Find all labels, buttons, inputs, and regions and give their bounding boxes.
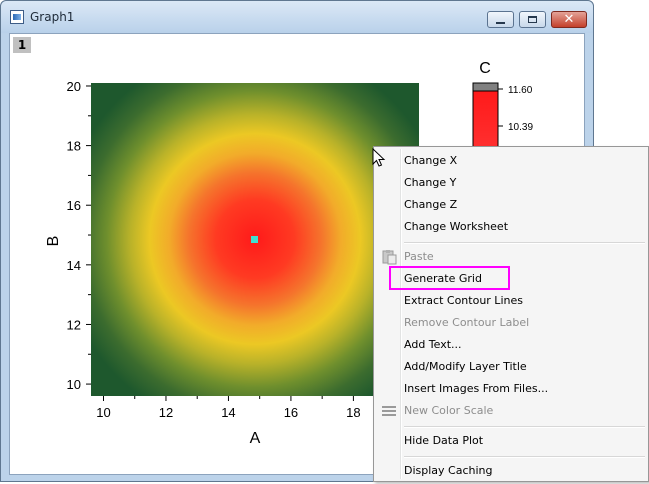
y-axis-title[interactable]: B [45, 236, 62, 247]
menu-icon-gutter [400, 149, 402, 479]
color-scale-tick-label: 11.60 [508, 85, 533, 96]
color-scale-title: C [479, 60, 491, 77]
menu-item-display-caching[interactable]: Display Caching [404, 464, 493, 477]
y-tick-label: 16 [67, 198, 81, 213]
color-scale-top-swatch [472, 82, 499, 92]
y-tick-label: 20 [67, 79, 81, 94]
x-tick-label: 10 [96, 405, 110, 420]
x-tick-label: 16 [284, 405, 298, 420]
paste-icon [382, 250, 397, 265]
window-title: Graph1 [30, 10, 75, 24]
maximize-button[interactable] [519, 11, 546, 28]
x-axis[interactable]: 10 12 14 16 18 [96, 396, 386, 420]
color-scale[interactable]: C 11.60 10.39 [472, 60, 533, 152]
menu-separator [404, 242, 645, 244]
color-scale-icon [382, 406, 396, 416]
menu-item-insert-images[interactable]: Insert Images From Files... [404, 382, 549, 395]
minimize-button[interactable] [487, 11, 514, 28]
x-axis-title[interactable]: A [250, 430, 261, 447]
menu-item-change-x[interactable]: Change X [404, 154, 458, 167]
menu-item-change-worksheet[interactable]: Change Worksheet [404, 220, 509, 233]
layer-tab[interactable]: 1 [13, 37, 31, 53]
y-axis[interactable]: 10 12 14 16 18 20 [67, 79, 91, 392]
minimize-icon [496, 21, 505, 24]
context-menu: Change X Change Y Change Z Change Worksh… [373, 146, 649, 482]
menu-item-remove-contour-label[interactable]: Remove Contour Label [404, 316, 530, 329]
menu-item-new-color-scale[interactable]: New Color Scale [377, 400, 645, 422]
menu-separator [404, 426, 645, 428]
title-bar[interactable]: Graph1 ✕ [1, 1, 593, 33]
menu-item-add-modify-layer-title[interactable]: Add/Modify Layer Title [404, 360, 527, 373]
x-tick-label: 12 [159, 405, 173, 420]
menu-item-change-z[interactable]: Change Z [404, 198, 458, 211]
y-tick-label: 12 [67, 317, 81, 332]
y-tick-label: 18 [67, 139, 81, 154]
menu-item-hide-data-plot[interactable]: Hide Data Plot [404, 434, 484, 447]
menu-item-change-y[interactable]: Change Y [404, 176, 457, 189]
menu-item-generate-grid[interactable]: Generate Grid [404, 272, 482, 285]
x-tick-label: 14 [221, 405, 235, 420]
close-button[interactable]: ✕ [551, 11, 587, 28]
y-tick-label: 14 [67, 258, 81, 273]
close-icon: ✕ [563, 12, 575, 27]
graph-window-icon[interactable] [10, 10, 24, 24]
color-scale-bar [472, 90, 499, 152]
data-marker[interactable] [251, 236, 258, 243]
menu-item-extract-contour-lines[interactable]: Extract Contour Lines [404, 294, 523, 307]
mouse-cursor-icon [372, 148, 386, 167]
color-scale-tick-label: 10.39 [508, 122, 533, 133]
y-tick-label: 10 [67, 377, 81, 392]
maximize-icon [528, 16, 537, 23]
menu-separator [404, 456, 645, 458]
menu-item-paste[interactable]: Paste [377, 246, 645, 268]
menu-item-add-text[interactable]: Add Text... [404, 338, 462, 351]
x-tick-label: 18 [346, 405, 360, 420]
